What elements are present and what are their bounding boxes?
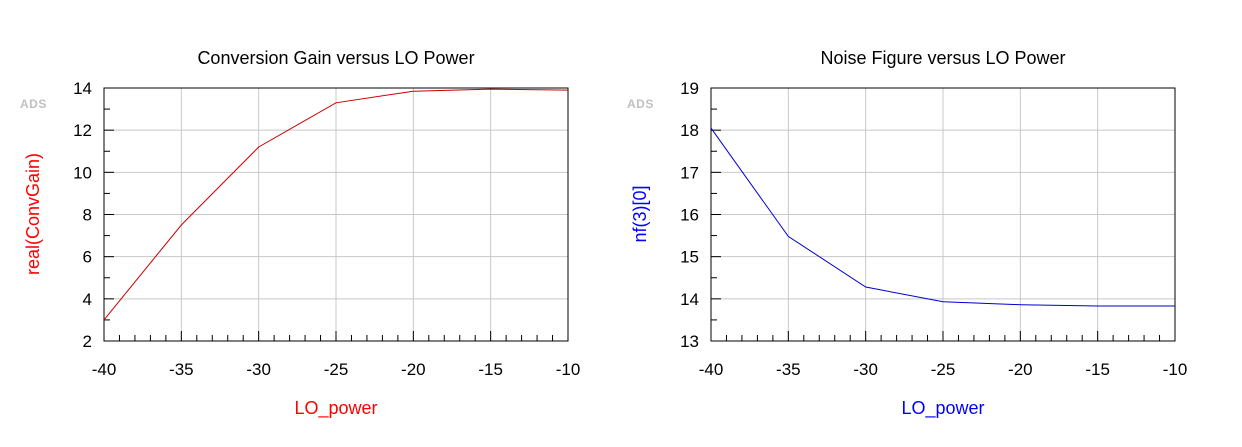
y-tick-label: 4 — [83, 290, 92, 309]
y-tick-label: 10 — [73, 163, 92, 182]
grid — [104, 88, 568, 341]
x-tick-label: -10 — [556, 360, 581, 379]
x-tick-label: -15 — [1085, 360, 1110, 379]
y-tick-label: 15 — [680, 248, 699, 267]
ads-watermark: ADS — [20, 97, 47, 111]
x-axis-label: LO_power — [901, 398, 984, 419]
series-line — [103, 88, 569, 321]
noise-figure-chart: Noise Figure versus LO Power ADS -40 -35-… — [627, 48, 1187, 419]
y-tick-labels: 13 14 15 16 17 18 19 — [680, 79, 699, 351]
y-tick-label: 16 — [680, 206, 699, 225]
y-tick-label: 19 — [680, 79, 699, 98]
minor-ticks — [103, 87, 569, 342]
x-tick-label: -40 — [699, 360, 724, 379]
y-tick-label: 8 — [83, 206, 92, 225]
x-tick-label: -35 — [169, 360, 194, 379]
x-tick-label: -20 — [401, 360, 426, 379]
x-tick-label: -25 — [324, 360, 349, 379]
x-axis-label: LO_power — [294, 398, 377, 419]
x-tick-labels: -40 -35 -30 -25 -20 -15 -10 — [92, 360, 581, 379]
y-tick-label: 17 — [680, 163, 699, 182]
grid — [711, 88, 1175, 341]
y-tick-label: 14 — [73, 79, 92, 98]
x-tick-label: -15 — [478, 360, 503, 379]
series-line — [710, 127, 1175, 307]
x-tick-label: -30 — [246, 360, 271, 379]
x-tick-label: -10 — [1163, 360, 1188, 379]
chart-title: Conversion Gain versus LO Power — [197, 48, 474, 68]
plot-frame — [103, 87, 569, 342]
x-tick-label: -20 — [1008, 360, 1033, 379]
x-tick-labels: -40 -35 -30 -25 -20 -15 -10 — [699, 360, 1188, 379]
y-tick-label: 14 — [680, 290, 699, 309]
y-axis-label: nf(3)[0] — [630, 185, 650, 242]
y-tick-label: 6 — [83, 248, 92, 267]
chart-title: Noise Figure versus LO Power — [820, 48, 1065, 68]
y-tick-label: 12 — [73, 121, 92, 140]
conversion-gain-chart: Conversion Gain versus LO Power ADS -40-… — [20, 48, 580, 419]
y-axis-label: real(ConvGain) — [23, 153, 43, 275]
y-tick-label: 2 — [83, 332, 92, 351]
x-tick-label: -25 — [931, 360, 956, 379]
y-tick-labels: 2 4 6 8 10 12 14 — [73, 79, 92, 351]
series-group — [103, 88, 569, 321]
y-tick-label: 18 — [680, 121, 699, 140]
ads-watermark: ADS — [627, 97, 654, 111]
x-tick-label: -30 — [853, 360, 878, 379]
y-tick-label: 13 — [680, 332, 699, 351]
plot-frame — [710, 87, 1176, 342]
series-group — [710, 127, 1175, 307]
x-tick-label: -35 — [776, 360, 801, 379]
x-tick-label: -40 — [92, 360, 117, 379]
